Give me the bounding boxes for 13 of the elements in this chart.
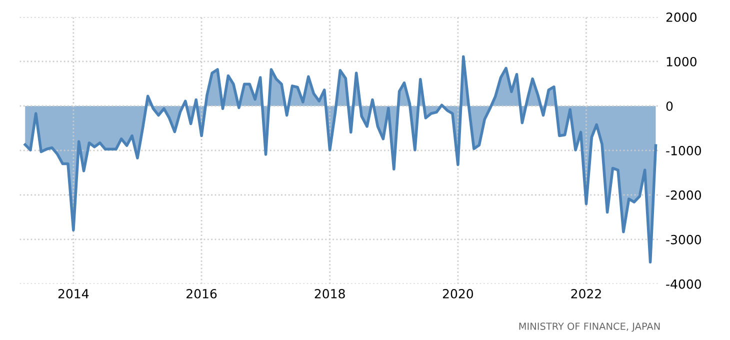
- y-tick-label: -4000: [666, 279, 702, 289]
- y-tick-label: -2000: [666, 190, 702, 200]
- x-tick-label: 2014: [58, 288, 89, 298]
- y-tick-label: -1000: [666, 146, 702, 156]
- y-tick-label: 2000: [666, 12, 696, 22]
- x-tick-label: 2020: [442, 288, 474, 298]
- x-tick-label: 2018: [314, 288, 345, 298]
- x-tick-label: 2022: [571, 288, 601, 298]
- y-tick-label: -3000: [666, 234, 702, 244]
- x-tick-label: 2016: [186, 288, 217, 298]
- text: MINISTRY OF FINANCE, JAPAN: [519, 322, 660, 332]
- y-tick-label: 0: [666, 101, 673, 111]
- y-tick-label: 1000: [666, 56, 696, 66]
